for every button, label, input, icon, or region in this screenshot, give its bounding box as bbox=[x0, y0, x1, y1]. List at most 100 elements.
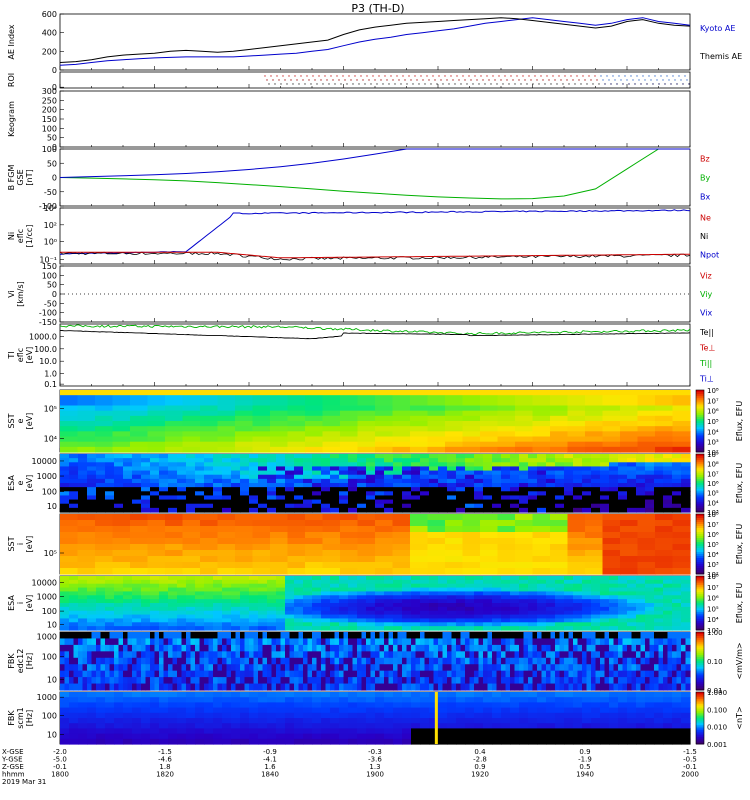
heatmap-cell bbox=[123, 458, 133, 463]
heatmap-cell bbox=[681, 503, 691, 509]
heatmap-cell bbox=[532, 568, 551, 575]
heatmap-cell bbox=[213, 462, 223, 468]
heatmap-cell bbox=[550, 664, 556, 672]
heatmap-cell bbox=[222, 507, 232, 513]
y-tick-label-density: 10⁻¹ bbox=[39, 256, 57, 265]
heatmap-cell bbox=[681, 606, 691, 612]
heatmap-cell bbox=[447, 462, 457, 468]
heatmap-cell bbox=[492, 638, 498, 646]
y-axis-label-bfgm: GSE bbox=[16, 169, 25, 185]
heatmap-cell bbox=[510, 638, 516, 646]
heatmap-cell bbox=[456, 470, 466, 476]
heatmap-cell bbox=[451, 670, 457, 678]
colorbar-cell bbox=[696, 617, 704, 620]
heatmap-cell bbox=[546, 610, 556, 616]
heatmap-cell bbox=[514, 664, 520, 672]
heatmap-cell bbox=[357, 595, 367, 600]
heatmap-cell bbox=[168, 632, 174, 640]
heatmap-cell bbox=[78, 670, 84, 678]
series-line-bx bbox=[59, 148, 690, 178]
heatmap-cell bbox=[87, 677, 93, 685]
heatmap-cell bbox=[287, 410, 306, 417]
heatmap-cell bbox=[159, 595, 169, 600]
colorbar-cell bbox=[696, 510, 704, 513]
heatmap-cell bbox=[114, 723, 124, 729]
heatmap-cell bbox=[285, 454, 295, 459]
heatmap-cell bbox=[217, 538, 236, 545]
heatmap-cell bbox=[663, 507, 673, 513]
heatmap-cell bbox=[375, 618, 385, 623]
heatmap-cell bbox=[501, 677, 507, 685]
heatmap-cell bbox=[528, 599, 538, 604]
heatmap-cell bbox=[186, 478, 196, 484]
heatmap-cell bbox=[348, 599, 358, 604]
heatmap-cell bbox=[168, 670, 174, 678]
heatmap-cell bbox=[340, 405, 359, 412]
heatmap-cell bbox=[252, 395, 271, 401]
heatmap-cell bbox=[447, 606, 457, 612]
heatmap-cell bbox=[95, 436, 114, 443]
heatmap-cell bbox=[150, 610, 160, 616]
heatmap-cell bbox=[112, 526, 131, 533]
heatmap-cell bbox=[60, 702, 70, 709]
heatmap-cell bbox=[411, 454, 421, 459]
heatmap-cell bbox=[567, 526, 586, 533]
heatmap-cell bbox=[637, 441, 656, 448]
heatmap-cell bbox=[600, 470, 610, 476]
heatmap-cell bbox=[361, 683, 367, 691]
heatmap-cell bbox=[672, 568, 691, 575]
heatmap-cell bbox=[591, 664, 597, 672]
heatmap-cell bbox=[474, 579, 484, 585]
y-tick-label-bfgm: -100 bbox=[39, 202, 57, 211]
heatmap-cell bbox=[114, 632, 120, 640]
heatmap-cell bbox=[132, 507, 142, 513]
heatmap-cell bbox=[564, 583, 574, 589]
heatmap-cell bbox=[663, 576, 673, 581]
heatmap-cell bbox=[339, 657, 345, 665]
heatmap-cell bbox=[208, 638, 214, 646]
heatmap-cell bbox=[177, 491, 187, 497]
heatmap-cell bbox=[456, 664, 462, 672]
heatmap-cell bbox=[636, 503, 646, 509]
heatmap-cell bbox=[285, 657, 291, 665]
heatmap-cell bbox=[60, 723, 70, 729]
heatmap-cell bbox=[168, 697, 178, 703]
colorbar-cell bbox=[696, 431, 704, 434]
heatmap-cell bbox=[340, 446, 359, 453]
heatmap-cell bbox=[480, 538, 499, 545]
heatmap-cell bbox=[487, 651, 493, 659]
heatmap-cell bbox=[64, 664, 70, 672]
heatmap-cell bbox=[231, 503, 241, 509]
colorbar-tick-label: 10⁵ bbox=[707, 418, 719, 426]
heatmap-cell bbox=[663, 626, 673, 631]
heatmap-cell bbox=[631, 644, 637, 652]
heatmap-cell bbox=[231, 638, 237, 646]
heatmap-cell bbox=[357, 568, 376, 575]
colorbar-cell bbox=[696, 566, 704, 569]
colorbar-label: Eflux, EFU bbox=[735, 524, 744, 565]
heatmap-cell bbox=[442, 664, 448, 672]
heatmap-cell bbox=[123, 495, 133, 501]
heatmap-cell bbox=[582, 483, 592, 488]
heatmap-cell bbox=[132, 462, 142, 468]
heatmap-cell bbox=[366, 583, 376, 589]
heatmap-cell bbox=[186, 454, 196, 459]
heatmap-cell bbox=[627, 487, 637, 492]
heatmap-cell bbox=[602, 390, 621, 396]
heatmap-cell bbox=[276, 632, 282, 640]
heatmap-cell bbox=[375, 683, 381, 691]
heatmap-cell bbox=[177, 618, 187, 623]
heatmap-cell bbox=[150, 579, 160, 585]
heatmap-cell bbox=[95, 395, 114, 401]
heatmap-cell bbox=[114, 478, 124, 484]
heatmap-cell bbox=[105, 458, 115, 463]
heatmap-cell bbox=[532, 532, 551, 539]
heatmap-cell bbox=[465, 495, 475, 501]
heatmap-cell bbox=[546, 507, 556, 513]
heatmap-cell bbox=[375, 632, 381, 640]
heatmap-cell bbox=[109, 677, 115, 685]
y-tick-label-esa_e: 1000 bbox=[37, 472, 57, 481]
heatmap-cell bbox=[618, 487, 628, 492]
heatmap-cell bbox=[78, 591, 88, 596]
heatmap-cell bbox=[411, 651, 417, 659]
